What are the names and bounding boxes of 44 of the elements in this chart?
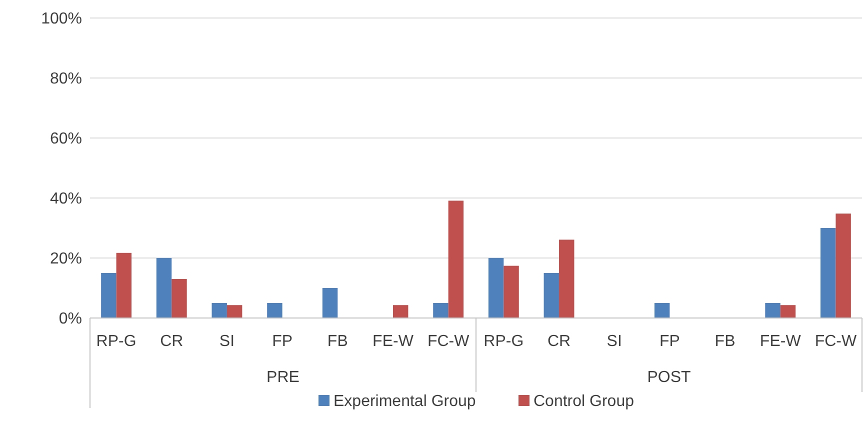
- y-tick-label: 80%: [50, 70, 82, 88]
- bar: [101, 273, 116, 318]
- x-tick-label: CR: [547, 333, 571, 350]
- bar: [433, 303, 448, 318]
- bar: [559, 240, 574, 318]
- bar: [448, 200, 464, 318]
- y-tick-label: 40%: [50, 190, 82, 208]
- bar: [267, 303, 282, 318]
- x-tick-label: SI: [219, 333, 235, 350]
- legend-label: Control Group: [534, 393, 634, 410]
- bar: [836, 214, 851, 318]
- x-tick-label: FP: [272, 333, 293, 350]
- x-tick-label: RP-G: [96, 333, 136, 350]
- x-tick-label: SI: [606, 333, 622, 350]
- text: POST: [647, 369, 692, 386]
- bar: [504, 266, 519, 318]
- bar: [322, 288, 338, 318]
- y-tick-label: 60%: [50, 130, 82, 148]
- bar: [226, 305, 242, 318]
- bar: [765, 303, 780, 318]
- bar: [392, 305, 408, 318]
- x-tick-label: FC-W: [427, 333, 470, 350]
- bar: [116, 252, 132, 318]
- y-tick-label: 20%: [50, 250, 82, 268]
- bar: [544, 273, 560, 318]
- x-tick-label: FE-W: [760, 333, 802, 350]
- bar: [780, 305, 796, 318]
- x-tick-label: FE-W: [372, 333, 414, 350]
- legend-label: Experimental Group: [334, 393, 476, 410]
- bar: [654, 303, 670, 318]
- bar: [156, 258, 172, 318]
- bar: [172, 279, 187, 318]
- x-tick-label: CR: [160, 333, 184, 350]
- bar: [212, 303, 227, 318]
- text: PRE: [266, 369, 300, 386]
- x-tick-label: RP-G: [484, 333, 524, 350]
- x-tick-label: FP: [659, 333, 680, 350]
- x-tick-label: FB: [327, 333, 348, 350]
- x-tick-label: FB: [714, 333, 736, 350]
- y-tick-label: 100%: [41, 10, 82, 28]
- y-tick-label: 0%: [58, 310, 82, 328]
- x-tick-label: FC-W: [814, 333, 858, 350]
- bar: [488, 258, 504, 318]
- bar: [820, 228, 836, 318]
